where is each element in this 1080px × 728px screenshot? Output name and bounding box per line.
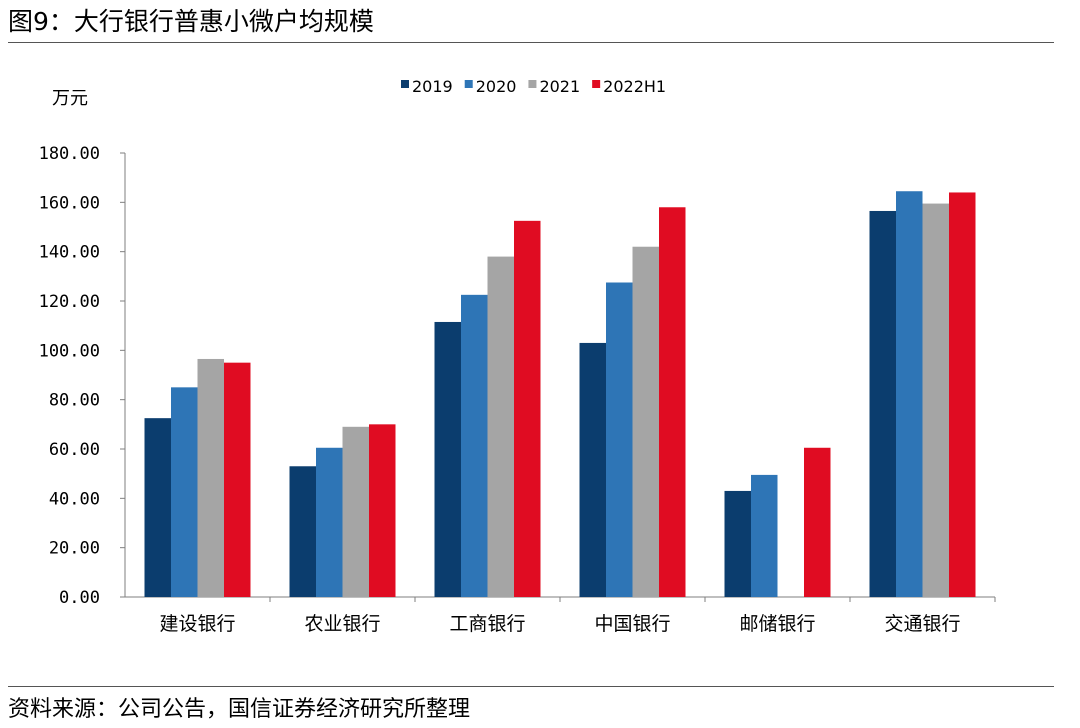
- x-category-label: 交通银行: [884, 613, 960, 635]
- x-category-label: 工商银行: [449, 613, 525, 635]
- y-tick-label: 180.00: [39, 144, 100, 164]
- bar: [632, 246, 659, 597]
- bar: [579, 342, 606, 597]
- y-tick-label: 140.00: [39, 243, 100, 263]
- legend-label: 2021: [539, 77, 580, 96]
- y-tick-label: 0.00: [59, 588, 100, 608]
- x-category-label: 农业银行: [304, 613, 380, 635]
- source-note: 资料来源：公司公告，国信证券经济研究所整理: [8, 697, 471, 722]
- bar: [342, 426, 369, 597]
- bar: [144, 418, 171, 597]
- legend-label: 2019: [412, 77, 453, 96]
- y-tick-label: 60.00: [49, 440, 100, 460]
- y-tick-label: 120.00: [39, 292, 100, 312]
- bar: [751, 474, 778, 597]
- bar: [922, 203, 949, 598]
- bar: [804, 447, 831, 597]
- bars: [144, 191, 976, 598]
- y-axis-unit-label: 万元: [52, 88, 88, 109]
- y-tick-label: 40.00: [49, 489, 100, 509]
- bar: [197, 358, 224, 597]
- legend-label: 2022H1: [603, 77, 666, 96]
- bar: [896, 191, 923, 597]
- legend: 2019 2020 2021 2022H1: [401, 77, 666, 96]
- bar: [461, 294, 488, 597]
- x-category-label: 邮储银行: [739, 613, 815, 635]
- bar: [949, 192, 976, 597]
- x-category-label: 中国银行: [594, 613, 670, 635]
- y-tick-label: 80.00: [49, 391, 100, 411]
- bar: [289, 466, 316, 597]
- bar: [316, 447, 343, 597]
- bar: [224, 362, 251, 597]
- y-tick-label: 100.00: [39, 341, 100, 361]
- bar: [171, 387, 198, 597]
- y-tick-label: 20.00: [49, 539, 100, 559]
- figure-title: 图9：大行银行普惠小微户均规模: [8, 7, 374, 36]
- title-divider: [8, 42, 1054, 43]
- y-tick-label: 160.00: [39, 193, 100, 213]
- bar: [724, 490, 751, 597]
- bar: [869, 210, 896, 597]
- legend-swatch: [528, 80, 537, 88]
- bar: [369, 424, 396, 597]
- legend-label: 2020: [476, 77, 517, 96]
- bar: [487, 256, 514, 597]
- legend-swatch: [592, 80, 601, 88]
- legend-swatch: [401, 80, 409, 88]
- axes: 万元 0.00 20.00 40.00 60.00 80.00 100.00 120.00 14…: [39, 88, 996, 635]
- bar: [606, 282, 633, 597]
- source-divider: [8, 686, 1054, 687]
- legend-swatch: [464, 80, 473, 88]
- x-category-label: 建设银行: [159, 613, 235, 635]
- bar: [659, 207, 686, 597]
- bar-chart: 万元 0.00 20.00 40.00 60.00 80.00 100.00 120.00 14…: [39, 77, 996, 635]
- bar: [434, 321, 461, 597]
- bar: [514, 220, 541, 598]
